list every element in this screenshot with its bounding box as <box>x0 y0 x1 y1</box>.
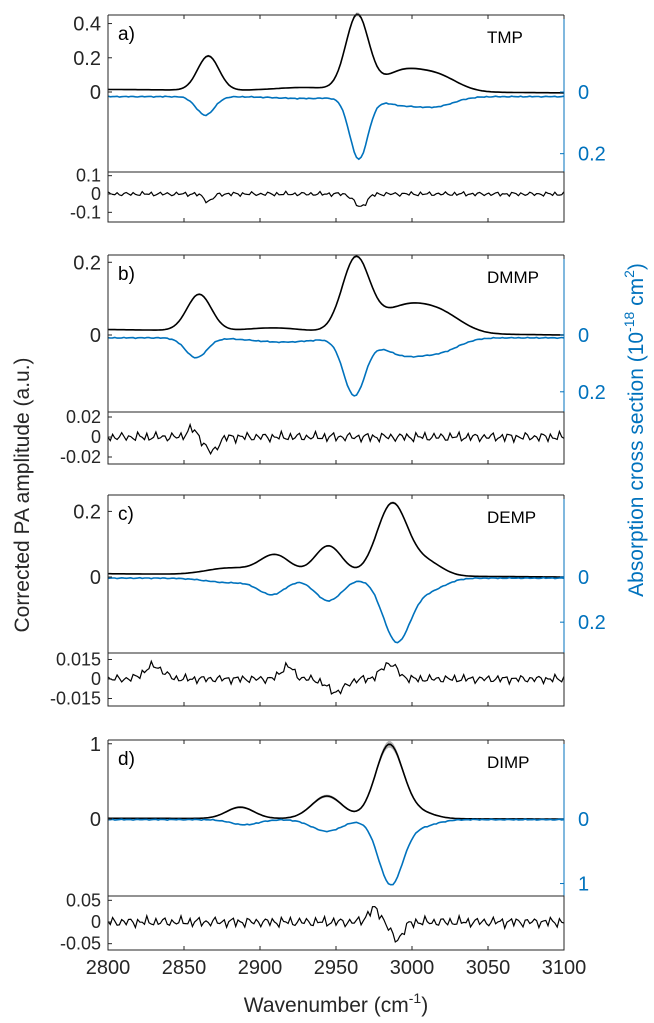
right-axis-label-sup2: 2 <box>621 270 637 278</box>
abs-y-tick-label: 0 <box>578 82 589 104</box>
x-tick-labels: 2800 2850 2900 2950 3000 3050 3100 <box>86 957 587 979</box>
x-axis-label-sup: -1 <box>409 990 422 1006</box>
pa-amplitude-line <box>107 255 564 336</box>
left-axis-label: Corrected PA amplitude (a.u.) <box>11 357 34 632</box>
pa-y-tick-label: 0 <box>90 82 101 104</box>
compound-name: DMMP <box>487 268 539 287</box>
resid-y-tick-label: -0.1 <box>70 202 101 222</box>
resid-y-tick-label: 0 <box>91 427 101 447</box>
pa-y-tick-label: 0 <box>90 325 101 347</box>
x-tick-label: 2800 <box>86 957 131 979</box>
pa-y-tick-label: 0.2 <box>73 48 101 70</box>
residual-line <box>107 190 565 207</box>
pa-y-tick-label: 0.4 <box>73 14 101 36</box>
x-axis-label-text: Wavenumber (cm <box>244 994 409 1017</box>
absorption-line <box>108 818 565 886</box>
right-axis-label: Absorption cross section (10-18 cm2) <box>621 263 648 597</box>
abs-y-tick-label: 0 <box>578 567 589 589</box>
x-tick-label: 3000 <box>390 957 435 979</box>
abs-y-tick-label: 0 <box>578 809 589 831</box>
right-axis-label-sup1: -18 <box>621 311 637 331</box>
resid-y-tick-label: -0.05 <box>60 934 101 954</box>
pa-y-tick-label: 0.2 <box>73 501 101 523</box>
panel-dimp: 10 010.050-0.05d) DIMP <box>60 734 589 954</box>
resid-y-tick-label: 0 <box>91 184 101 204</box>
compound-name: TMP <box>487 28 523 47</box>
pa-y-tick-label: 0.2 <box>73 252 101 274</box>
x-tick-label: 3050 <box>466 957 511 979</box>
pa-amplitude-line <box>107 13 565 94</box>
pa-y-tick-label: 0 <box>90 809 101 831</box>
abs-y-tick-label: 0.2 <box>578 612 606 634</box>
panel-letter: c) <box>118 504 134 525</box>
resid-y-tick-label: 0.015 <box>56 650 101 670</box>
panel-letter: b) <box>118 264 135 285</box>
x-tick-label: 2850 <box>162 957 207 979</box>
x-tick-label: 3100 <box>542 957 587 979</box>
absorption-line <box>107 576 565 644</box>
absorption-line <box>107 336 565 397</box>
compound-name: DEMP <box>487 508 536 527</box>
resid-y-tick-label: 0.1 <box>76 166 101 186</box>
pa-y-tick-label: 1 <box>90 734 101 756</box>
x-tick-label: 2900 <box>238 957 283 979</box>
right-axis-label-mid: cm <box>625 278 648 312</box>
pa-y-tick-label: 0 <box>90 567 101 589</box>
panel-dmmp: 0.20 00.20.020-0.02b) DMMP <box>60 252 606 467</box>
pa-amplitude-line <box>107 743 564 820</box>
residual-line <box>107 422 565 456</box>
resid-y-tick-label: 0 <box>91 669 101 689</box>
resid-y-tick-label: -0.015 <box>50 689 101 709</box>
abs-y-tick-label: 0.2 <box>578 382 606 404</box>
abs-y-tick-label: 0 <box>578 325 589 347</box>
panel-letter: d) <box>118 749 135 770</box>
residual-axes-box <box>107 171 565 223</box>
pa-uncertainty-band <box>108 12 564 94</box>
right-axis-label-text: Absorption cross section (10 <box>625 332 648 597</box>
pa-amplitude-line <box>108 501 564 578</box>
abs-y-tick-label: 0.2 <box>578 144 606 166</box>
panel-letter: a) <box>118 24 135 45</box>
resid-y-tick-label: 0 <box>91 912 101 932</box>
resid-y-tick-label: 0.02 <box>66 407 101 427</box>
residual-line <box>107 659 565 695</box>
resid-y-tick-label: -0.02 <box>60 447 101 467</box>
x-axis-label: Wavenumber (cm-1) <box>244 990 428 1017</box>
x-axis-label-close: ) <box>421 994 428 1017</box>
abs-y-tick-label: 1 <box>578 874 589 896</box>
x-tick-label: 2950 <box>314 957 359 979</box>
panel-tmp: 0.40.20 00.20.10-0.1a) TMP <box>70 12 606 223</box>
compound-name: DIMP <box>487 753 530 772</box>
residual-line <box>107 905 565 943</box>
resid-y-tick-label: 0.05 <box>66 890 101 910</box>
absorption-line <box>107 95 565 161</box>
right-axis-label-close: ) <box>625 263 648 270</box>
